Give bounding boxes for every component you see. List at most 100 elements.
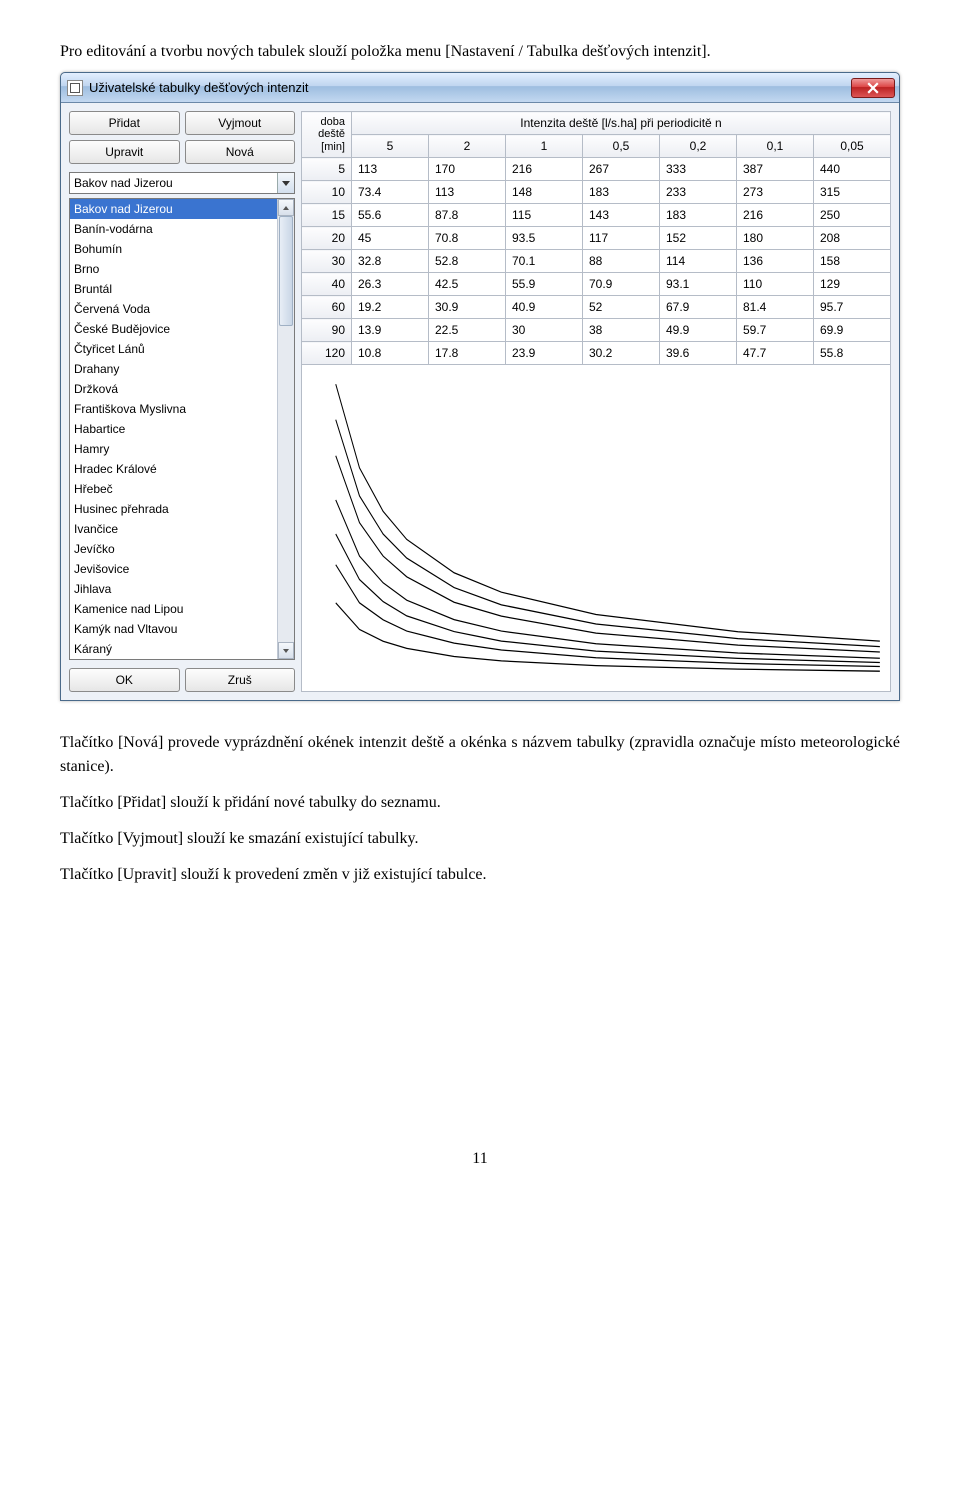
duration-header: 90 xyxy=(302,319,352,342)
list-item[interactable]: Husinec přehrada xyxy=(70,499,277,519)
list-item[interactable]: Káraný xyxy=(70,639,277,659)
table-cell: 95.7 xyxy=(814,296,891,319)
para-nova: Tlačítko [Nová] provede vyprázdnění okén… xyxy=(60,731,900,779)
table-cell: 22.5 xyxy=(429,319,506,342)
list-item[interactable]: Drahany xyxy=(70,359,277,379)
table-cell: 70.9 xyxy=(583,273,660,296)
table-cell: 440 xyxy=(814,158,891,181)
table-cell: 113 xyxy=(352,158,429,181)
table-cell: 55.9 xyxy=(506,273,583,296)
table-cell: 183 xyxy=(660,204,737,227)
scroll-down-button[interactable] xyxy=(278,642,294,659)
list-item[interactable]: Bakov nad Jizerou xyxy=(70,199,277,219)
table-cell: 26.3 xyxy=(352,273,429,296)
add-button[interactable]: Přidat xyxy=(69,111,180,135)
table-cell: 129 xyxy=(814,273,891,296)
window-title: Uživatelské tabulky dešťových intenzit xyxy=(89,78,851,98)
list-item[interactable]: České Budějovice xyxy=(70,319,277,339)
duration-header: 60 xyxy=(302,296,352,319)
table-cell: 30.9 xyxy=(429,296,506,319)
duration-header: 40 xyxy=(302,273,352,296)
list-item[interactable]: Františkova Myslivna xyxy=(70,399,277,419)
table-cell: 47.7 xyxy=(737,342,814,365)
table-cell: 183 xyxy=(583,181,660,204)
intensity-graph xyxy=(301,364,891,692)
table-cell: 70.1 xyxy=(506,250,583,273)
table-cell: 136 xyxy=(737,250,814,273)
period-header: 2 xyxy=(429,135,506,158)
main-header: Intenzita deště [l/s.ha] při periodicitě… xyxy=(352,112,891,135)
period-header: 1 xyxy=(506,135,583,158)
list-item[interactable]: Kamýk nad Vltavou xyxy=(70,619,277,639)
table-cell: 70.8 xyxy=(429,227,506,250)
table-cell: 267 xyxy=(583,158,660,181)
table-cell: 87.8 xyxy=(429,204,506,227)
para-upravit: Tlačítko [Upravit] slouží k provedení zm… xyxy=(60,863,900,887)
list-item[interactable]: Jevíčko xyxy=(70,539,277,559)
table-cell: 67.9 xyxy=(660,296,737,319)
duration-header: 5 xyxy=(302,158,352,181)
list-item[interactable]: Hřebeč xyxy=(70,479,277,499)
scroll-track[interactable] xyxy=(278,216,294,642)
intensity-table: dobadeště[min]Intenzita deště [l/s.ha] p… xyxy=(301,111,891,365)
list-item[interactable]: Červená Voda xyxy=(70,299,277,319)
titlebar: Uživatelské tabulky dešťových intenzit xyxy=(61,73,899,103)
table-cell: 93.5 xyxy=(506,227,583,250)
list-item[interactable]: Hradec Králové xyxy=(70,459,277,479)
station-combobox[interactable]: Bakov nad Jizerou xyxy=(69,172,295,194)
table-cell: 73.4 xyxy=(352,181,429,204)
close-icon xyxy=(867,82,879,94)
corner-header: dobadeště[min] xyxy=(302,112,352,158)
list-item[interactable]: Brno xyxy=(70,259,277,279)
period-header: 0,5 xyxy=(583,135,660,158)
table-cell: 88 xyxy=(583,250,660,273)
list-item[interactable]: Ivančice xyxy=(70,519,277,539)
edit-button[interactable]: Upravit xyxy=(69,140,180,164)
station-listbox[interactable]: Bakov nad JizerouBanín-vodárnaBohumínBrn… xyxy=(69,198,295,660)
list-item[interactable]: Bruntál xyxy=(70,279,277,299)
list-item[interactable]: Banín-vodárna xyxy=(70,219,277,239)
list-item[interactable]: Držková xyxy=(70,379,277,399)
new-button[interactable]: Nová xyxy=(185,140,296,164)
list-item[interactable]: Jevišovice xyxy=(70,559,277,579)
table-cell: 180 xyxy=(737,227,814,250)
list-item[interactable]: Kamenice nad Lipou xyxy=(70,599,277,619)
table-cell: 30 xyxy=(506,319,583,342)
table-cell: 55.6 xyxy=(352,204,429,227)
list-item[interactable]: Jihlava xyxy=(70,579,277,599)
table-cell: 17.8 xyxy=(429,342,506,365)
table-cell: 13.9 xyxy=(352,319,429,342)
table-cell: 30.2 xyxy=(583,342,660,365)
cancel-button[interactable]: Zruš xyxy=(185,668,296,692)
period-header: 0,05 xyxy=(814,135,891,158)
period-header: 0,1 xyxy=(737,135,814,158)
remove-button[interactable]: Vyjmout xyxy=(185,111,296,135)
list-item[interactable]: Hamry xyxy=(70,439,277,459)
table-cell: 152 xyxy=(660,227,737,250)
table-cell: 273 xyxy=(737,181,814,204)
table-cell: 148 xyxy=(506,181,583,204)
page-number: 11 xyxy=(60,1147,900,1171)
dialog-window: Uživatelské tabulky dešťových intenzit P… xyxy=(60,72,900,701)
table-cell: 19.2 xyxy=(352,296,429,319)
list-item[interactable]: Habartice xyxy=(70,419,277,439)
table-cell: 52.8 xyxy=(429,250,506,273)
list-item[interactable]: Čtyřicet Lánů xyxy=(70,339,277,359)
table-cell: 45 xyxy=(352,227,429,250)
para-vyjmout: Tlačítko [Vyjmout] slouží ke smazání exi… xyxy=(60,827,900,851)
table-cell: 233 xyxy=(660,181,737,204)
chevron-down-icon xyxy=(277,173,294,193)
close-button[interactable] xyxy=(851,78,895,98)
table-cell: 387 xyxy=(737,158,814,181)
scrollbar[interactable] xyxy=(277,199,294,659)
duration-header: 120 xyxy=(302,342,352,365)
table-cell: 216 xyxy=(506,158,583,181)
scroll-thumb[interactable] xyxy=(279,216,293,326)
table-cell: 117 xyxy=(583,227,660,250)
table-cell: 10.8 xyxy=(352,342,429,365)
scroll-up-button[interactable] xyxy=(278,199,294,216)
table-cell: 49.9 xyxy=(660,319,737,342)
table-cell: 23.9 xyxy=(506,342,583,365)
ok-button[interactable]: OK xyxy=(69,668,180,692)
list-item[interactable]: Bohumín xyxy=(70,239,277,259)
